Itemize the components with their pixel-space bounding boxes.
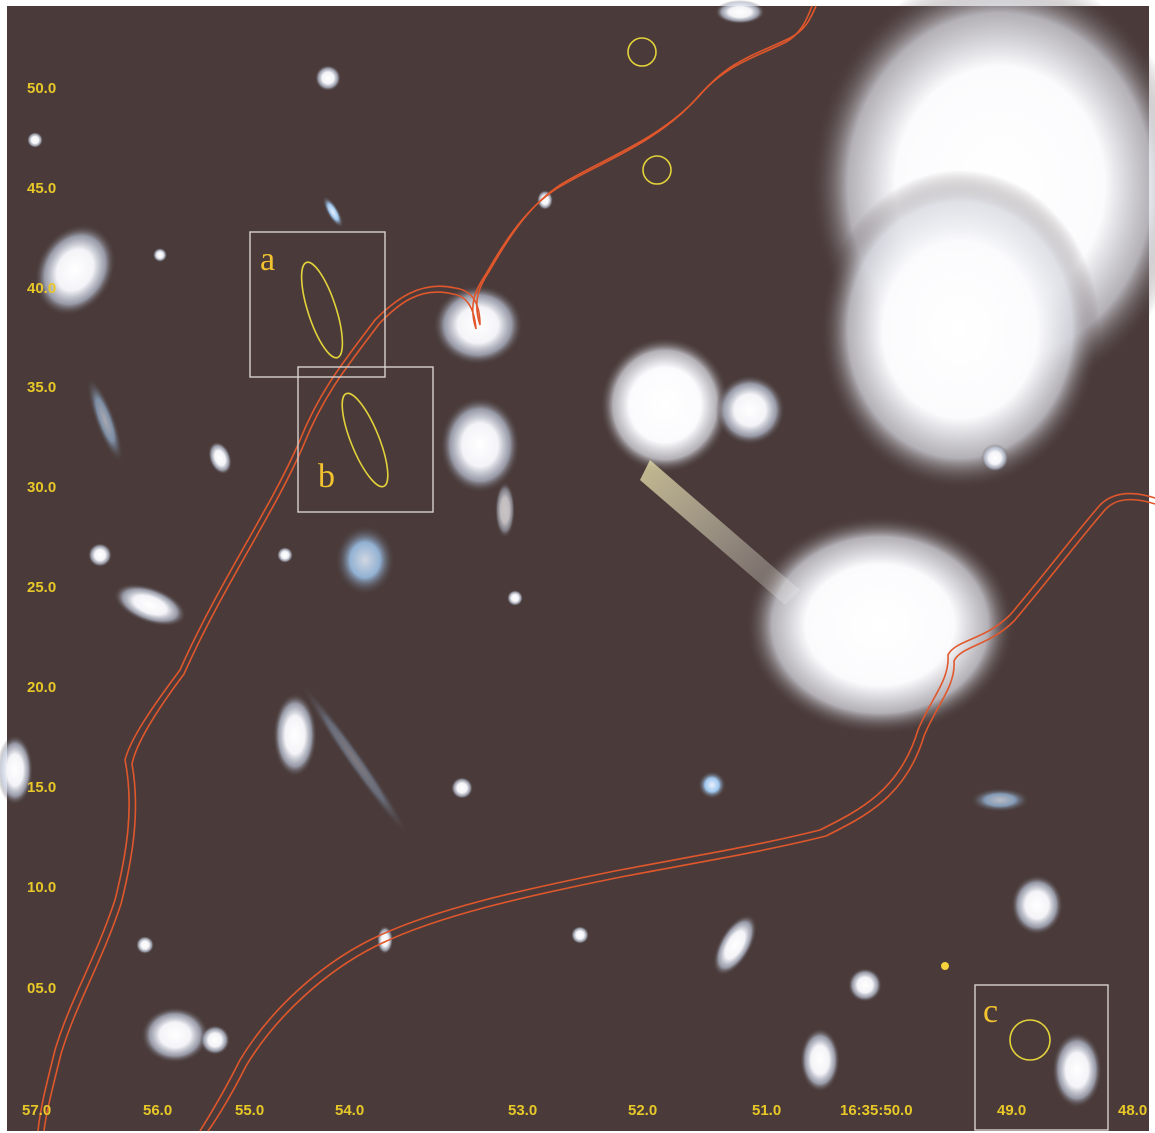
galaxy	[113, 583, 187, 627]
galaxy	[322, 196, 344, 228]
x-tick: 57.0	[22, 1102, 51, 1119]
galaxy	[377, 926, 393, 954]
cluster-galaxy-large	[745, 515, 1015, 735]
star	[571, 926, 589, 944]
x-tick: 52.0	[628, 1102, 657, 1119]
region-boxes	[249, 231, 1109, 1131]
galaxy-group	[970, 788, 1030, 812]
galaxy	[273, 693, 317, 777]
critical-curve	[37, 5, 1155, 1132]
y-tick: 50.0	[27, 80, 56, 97]
y-axis-ticks: 50.0 45.0 40.0 35.0 30.0 25.0 20.0 15.0 …	[27, 80, 56, 997]
x-tick: 48.0	[1118, 1102, 1147, 1119]
box-c	[974, 984, 1109, 1131]
star	[277, 547, 293, 563]
x-tick: 55.0	[235, 1102, 264, 1119]
arc	[300, 682, 410, 838]
y-tick: 10.0	[27, 879, 56, 896]
y-tick: 25.0	[27, 579, 56, 596]
galaxy	[88, 543, 112, 567]
galaxy	[713, 914, 757, 976]
marker-circle	[627, 37, 657, 67]
star	[507, 590, 523, 606]
x-tick: 49.0	[997, 1102, 1026, 1119]
galaxy	[537, 190, 553, 210]
y-tick: 40.0	[27, 280, 56, 297]
galaxy	[208, 441, 232, 475]
y-tick: 30.0	[27, 479, 56, 496]
star	[27, 132, 43, 148]
galaxy	[440, 397, 520, 493]
marker-ellipse-a	[300, 261, 344, 359]
x-tick: 51.0	[752, 1102, 781, 1119]
box-a	[249, 231, 386, 378]
star	[941, 962, 949, 970]
bcg-core	[820, 170, 1100, 490]
blue-galaxy	[335, 525, 395, 595]
arc	[86, 377, 124, 463]
marker-circle	[642, 155, 672, 185]
galaxy	[0, 735, 33, 805]
star	[136, 936, 154, 954]
box-label-a: a	[260, 241, 275, 278]
galaxy	[1011, 875, 1063, 935]
galaxy	[451, 777, 473, 799]
image-markers	[300, 37, 1051, 1061]
box-label-b: b	[318, 458, 335, 495]
y-tick: 35.0	[27, 379, 56, 396]
galaxy	[433, 285, 523, 365]
cluster-galaxy	[600, 337, 730, 473]
tidal-jet	[640, 460, 800, 605]
galaxy	[315, 65, 341, 91]
y-tick: 45.0	[27, 180, 56, 197]
box-label-c: c	[983, 993, 998, 1030]
x-tick: 53.0	[508, 1102, 537, 1119]
galaxy	[800, 1028, 840, 1092]
y-tick: 15.0	[27, 779, 56, 796]
galaxy	[715, 0, 765, 24]
galaxy	[848, 968, 882, 1002]
marker-ellipse-b	[341, 392, 389, 488]
galaxy	[141, 1007, 209, 1063]
star	[153, 248, 167, 262]
galaxy	[200, 1025, 230, 1055]
y-tick: 05.0	[27, 980, 56, 997]
star	[698, 771, 726, 799]
galaxy	[1052, 1032, 1102, 1108]
marker-circle-c	[1009, 1019, 1051, 1061]
y-tick: 20.0	[27, 679, 56, 696]
x-tick: 54.0	[335, 1102, 364, 1119]
x-tick: 16:35:50.0	[840, 1102, 913, 1119]
cluster-galaxy	[715, 375, 785, 445]
x-axis-ticks: 57.0 56.0 55.0 54.0 53.0 52.0 51.0 16:35…	[22, 1102, 1147, 1119]
galaxy	[34, 224, 116, 316]
x-tick: 56.0	[143, 1102, 172, 1119]
galaxy-tail	[495, 482, 515, 538]
star	[981, 444, 1009, 472]
box-b	[297, 366, 434, 513]
